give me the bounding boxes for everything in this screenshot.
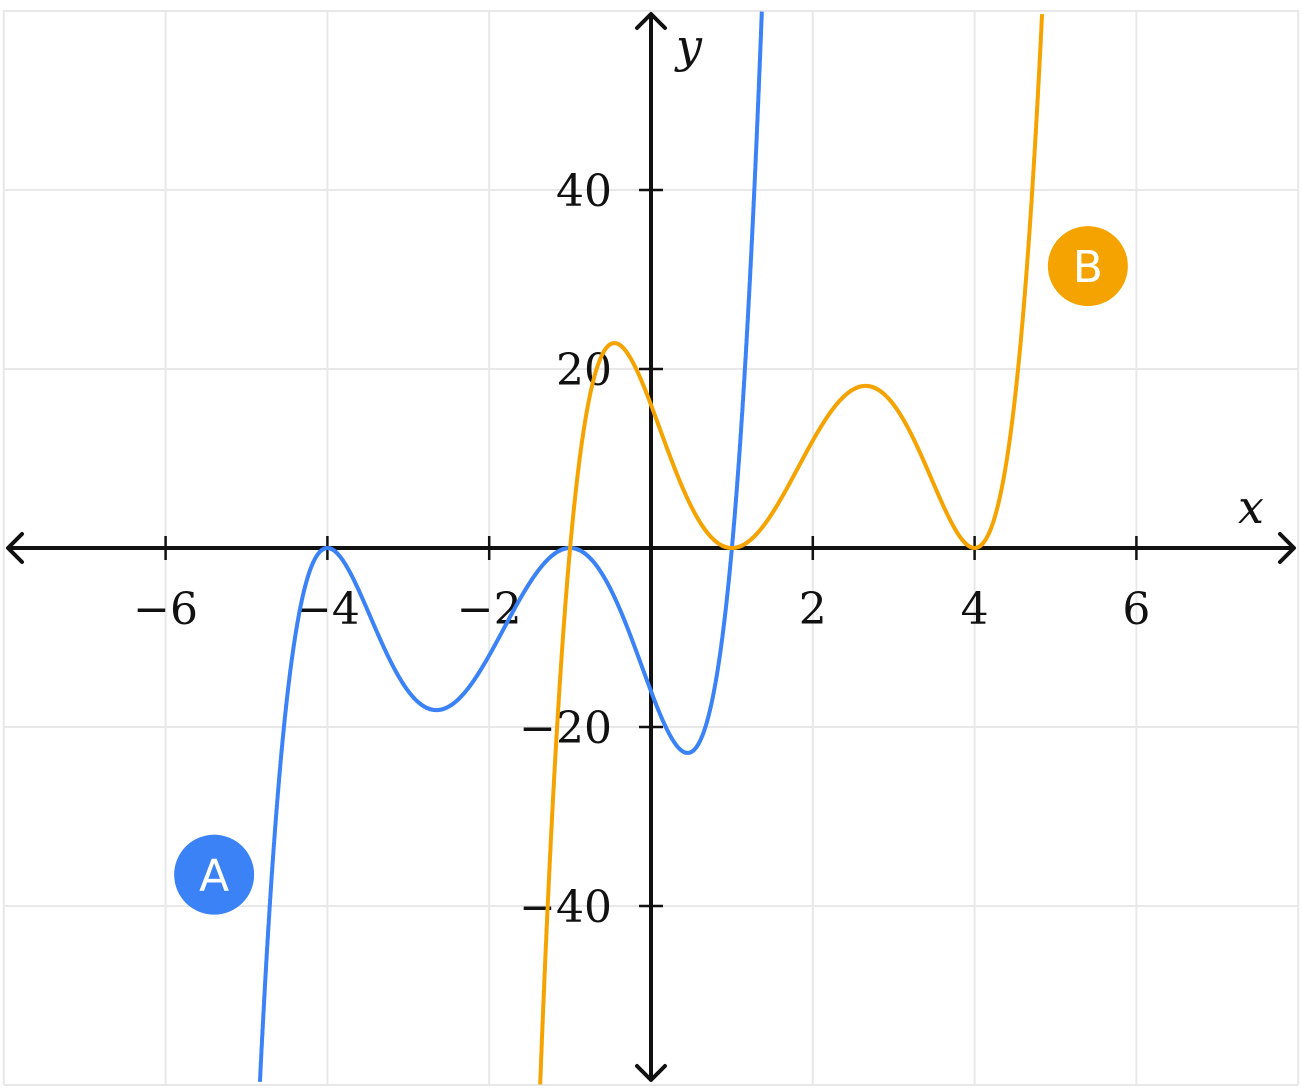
y-tick-label: −40 [519, 882, 612, 933]
x-tick-label: −6 [133, 584, 198, 635]
y-tick-label: 40 [556, 166, 612, 217]
x-axis-right-arrow [1278, 532, 1296, 564]
x-axis-left-arrow [6, 532, 24, 564]
curves [257, 11, 1045, 1085]
curve-label-text-B: B [1073, 242, 1103, 293]
y-axis-down-arrow [635, 1064, 667, 1082]
curve-labels: AB [174, 226, 1128, 915]
y-axis-label: y [674, 19, 703, 73]
curve-A [257, 11, 764, 1083]
x-tick-label: 4 [961, 584, 989, 635]
curve-label-text-A: A [199, 851, 229, 902]
curve-label-badge-B [1047, 226, 1128, 307]
curve-label-badge-A [174, 834, 255, 915]
curve-B [538, 13, 1045, 1085]
x-axis-label: x [1238, 480, 1264, 534]
axes [6, 12, 1296, 1082]
y-tick-label: −20 [519, 703, 612, 754]
y-axis-up-arrow [635, 12, 667, 30]
x-tick-label: −4 [295, 584, 360, 635]
x-tick-label: 2 [799, 584, 827, 635]
x-tick-label: 6 [1122, 584, 1150, 635]
x-tick-label: −2 [457, 584, 522, 635]
